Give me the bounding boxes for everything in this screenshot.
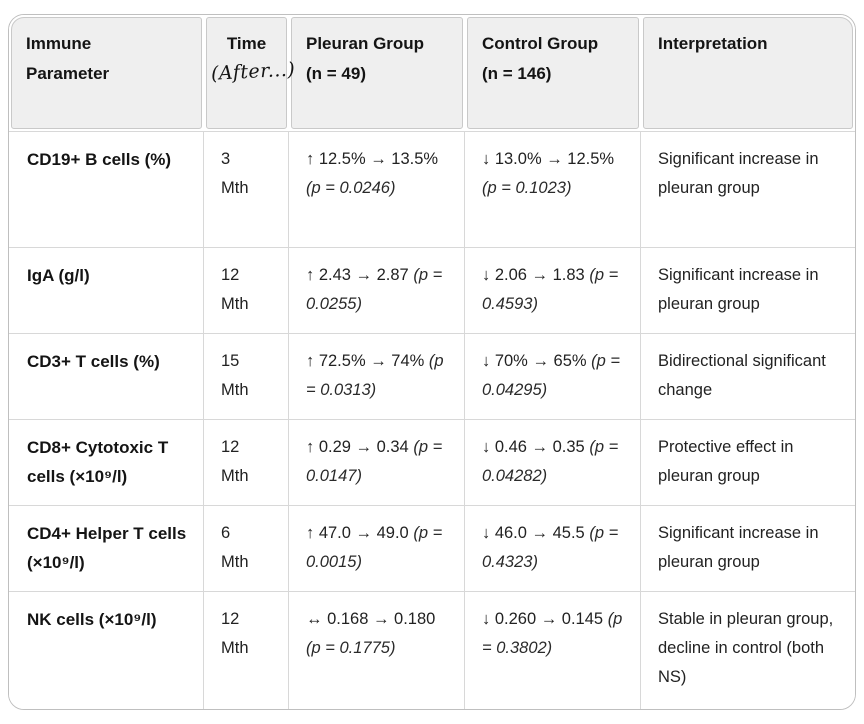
p-value: (p = 0.0255) <box>306 266 443 313</box>
cell-time: 12 Mth <box>204 592 289 709</box>
header-interpretation-label: Interpretation <box>658 34 768 53</box>
header-control-line1: Control Group <box>482 34 599 53</box>
cell-control-result: ↓ 0.46 → 0.35 (p = 0.04282) <box>465 420 641 506</box>
cell-pleuran-result: ↑ 2.43 → 2.87 (p = 0.0255) <box>289 248 465 334</box>
cell-interpretation: Stable in pleuran group, decline in cont… <box>641 592 855 709</box>
p-value: (p = 0.1023) <box>482 179 572 197</box>
column-header-immune-parameter: Immune Parameter <box>9 15 204 132</box>
p-value: (p = 0.0147) <box>306 438 443 485</box>
column-header-interpretation: Interpretation <box>641 15 855 132</box>
cell-interpretation: Significant increase in pleuran group <box>641 506 855 592</box>
cell-interpretation: Bidirectional significant change <box>641 334 855 420</box>
cell-time: 15 Mth <box>204 334 289 420</box>
p-value: (p = 0.0015) <box>306 524 443 571</box>
header-pleuran-line1: Pleuran Group <box>306 34 425 53</box>
cell-pleuran-result: ↑ 47.0 → 49.0 (p = 0.0015) <box>289 506 465 592</box>
header-time-label: Time <box>226 34 267 53</box>
p-value: (p = 0.4593) <box>482 266 619 313</box>
header-pleuran-line2: (n = 49) <box>306 64 366 83</box>
cell-time: 3 Mth <box>204 132 289 248</box>
cell-pleuran-result: ↑ 0.29 → 0.34 (p = 0.0147) <box>289 420 465 506</box>
cell-time: 12 Mth <box>204 248 289 334</box>
immune-parameters-table: Immune Parameter Time (After...) Pleuran… <box>8 14 856 710</box>
cell-pleuran-result: ↔ 0.168 → 0.180 (p = 0.1775) <box>289 592 465 709</box>
p-value: (p = 0.3802) <box>482 610 623 657</box>
p-value: (p = 0.0246) <box>306 179 396 197</box>
cell-parameter: CD8+ Cytotoxic T cells (×10⁹/l) <box>9 420 204 506</box>
cell-interpretation: Significant increase in pleuran group <box>641 248 855 334</box>
p-value: (p = 0.04282) <box>482 438 619 485</box>
cell-control-result: ↓ 70% → 65% (p = 0.04295) <box>465 334 641 420</box>
header-parameter-line2: Parameter <box>26 64 110 83</box>
cell-control-result: ↓ 0.260 → 0.145 (p = 0.3802) <box>465 592 641 709</box>
cell-time: 12 Mth <box>204 420 289 506</box>
cell-interpretation: Protective effect in pleuran group <box>641 420 855 506</box>
p-value: (p = 0.4323) <box>482 524 619 571</box>
cell-parameter: IgA (g/l) <box>9 248 204 334</box>
cell-parameter: CD19+ B cells (%) <box>9 132 204 248</box>
cell-parameter: CD3+ T cells (%) <box>9 334 204 420</box>
cell-control-result: ↓ 2.06 → 1.83 (p = 0.4593) <box>465 248 641 334</box>
cell-parameter: CD4+ Helper T cells (×10⁹/l) <box>9 506 204 592</box>
cell-control-result: ↓ 13.0% → 12.5% (p = 0.1023) <box>465 132 641 248</box>
header-control-line2: (n = 146) <box>482 64 552 83</box>
header-parameter-line1: Immune <box>26 34 92 53</box>
p-value: (p = 0.0313) <box>306 352 444 399</box>
cell-pleuran-result: ↑ 72.5% → 74% (p = 0.0313) <box>289 334 465 420</box>
cell-interpretation: Significant increase in pleuran group <box>641 132 855 248</box>
cell-parameter: NK cells (×10⁹/l) <box>9 592 204 709</box>
p-value: (p = 0.1775) <box>306 639 396 657</box>
column-header-control-group: Control Group (n = 146) <box>465 15 641 132</box>
column-header-time: Time (After...) <box>204 15 296 132</box>
cell-control-result: ↓ 46.0 → 45.5 (p = 0.4323) <box>465 506 641 592</box>
cell-time: 6 Mth <box>204 506 289 592</box>
p-value: (p = 0.04295) <box>482 352 621 399</box>
header-time-after-note: (After...) <box>210 58 296 85</box>
cell-pleuran-result: ↑ 12.5% → 13.5% (p = 0.0246) <box>289 132 465 248</box>
column-header-pleuran-group: Pleuran Group (n = 49) <box>289 15 465 132</box>
